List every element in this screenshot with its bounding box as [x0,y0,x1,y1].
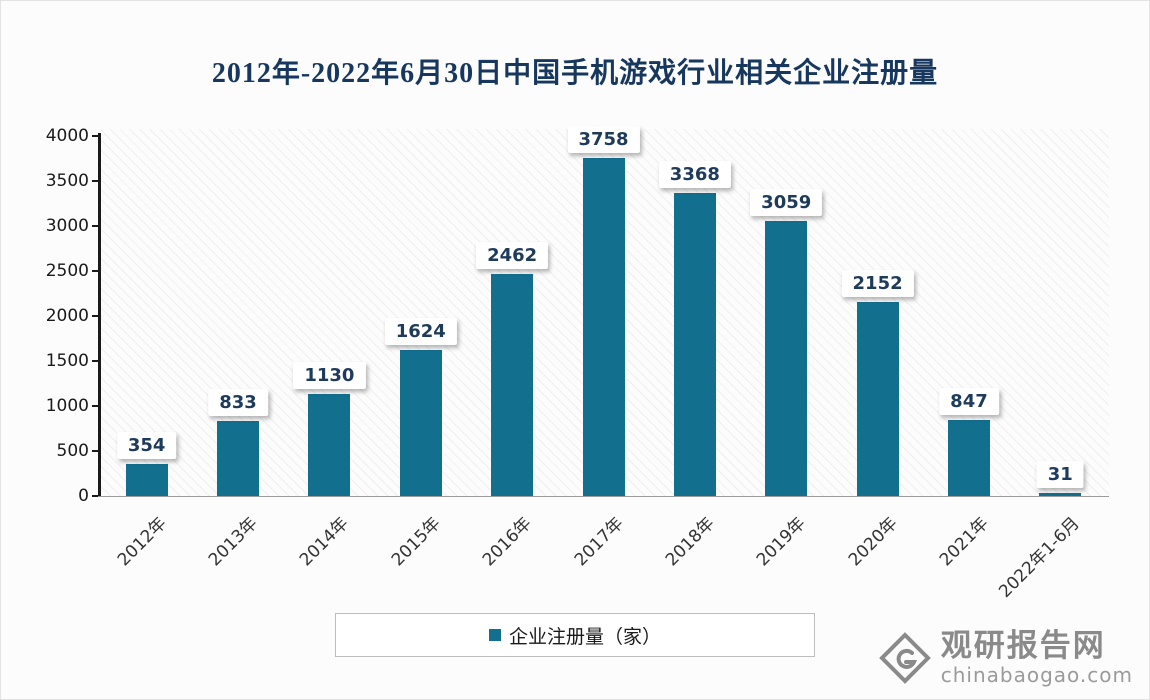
legend-label: 企业注册量（家） [508,625,661,648]
watermark: 观研报告网 chinabaogao.com [878,629,1133,687]
y-tick-mark [92,360,99,362]
bar [765,220,808,496]
x-tick-label: 2014年 [296,513,354,571]
y-tick-label: 3000 [45,216,89,236]
bar-value-label: 1130 [293,362,366,390]
x-tick-label: 2012年 [113,513,171,571]
bar [947,419,990,496]
bar-value-label: 833 [208,389,268,417]
watermark-name: 观研报告网 [940,627,1106,664]
x-tick-label: 2022年1-6月 [995,513,1084,602]
bar [856,302,899,496]
bar [673,192,716,496]
y-tick-label: 2000 [45,306,89,326]
bar-value-label: 354 [116,432,177,460]
bar [125,464,168,496]
bar-value-label: 3368 [658,160,731,188]
y-tick-mark [92,450,99,452]
bar [217,421,260,496]
bar-value-label: 2462 [476,242,549,270]
bar-value-label: 3758 [567,125,640,153]
y-tick-mark [92,495,99,497]
y-tick-label: 500 [56,441,89,461]
bar [308,394,351,496]
y-tick-label: 4000 [45,126,89,146]
bar [491,274,534,496]
x-tick-label: 2019年 [753,513,810,571]
y-tick-mark [92,270,99,272]
watermark-domain: chinabaogao.com [940,663,1133,687]
x-tick-label: 2016年 [479,513,536,571]
legend: 企业注册量（家） [335,613,815,657]
x-tick-label: 2017年 [570,513,628,571]
chart-title: 2012年-2022年6月30日中国手机游戏行业相关企业注册量 [211,58,939,89]
watermark-text: 观研报告网 chinabaogao.com [941,629,1133,687]
legend-marker-square [488,629,501,641]
y-tick-label: 3500 [45,171,89,191]
bar [399,349,442,496]
bar-value-label: 3059 [750,188,823,216]
x-axis-line [98,496,1109,497]
x-tick-label: 2018年 [661,513,719,571]
watermark-logo-icon [878,632,931,684]
y-tick-label: 1500 [45,351,89,371]
bar [582,157,625,496]
y-tick-label: 1000 [45,396,89,416]
y-tick-mark [92,225,99,227]
y-tick-mark [92,315,99,317]
y-tick-mark [92,135,99,137]
x-tick-label: 2020年 [844,513,902,571]
bar-value-label: 2152 [841,270,914,298]
y-axis-line [98,133,101,497]
x-tick-label: 2021年 [935,513,993,571]
bar-value-label: 847 [939,387,999,415]
bar-value-label: 1624 [384,317,457,345]
x-tick-label: 2015年 [387,513,445,571]
y-tick-mark [92,405,99,407]
bar-value-label: 31 [1036,461,1084,489]
bar [1039,493,1082,496]
y-tick-mark [92,180,99,182]
y-tick-label: 2500 [45,261,89,281]
x-tick-label: 2013年 [204,513,262,571]
y-tick-label: 0 [78,486,89,506]
